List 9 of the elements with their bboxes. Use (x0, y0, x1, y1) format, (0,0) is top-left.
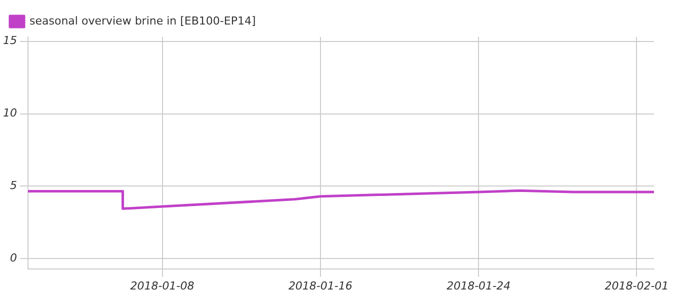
y-tick-label: 10 (2, 106, 17, 120)
y-tick-label: 15 (2, 34, 17, 48)
x-tick-label: 2018-01-24 (446, 279, 511, 292)
x-tick-label: 2018-02-01 (604, 279, 669, 292)
x-tick-label: 2018-01-08 (130, 279, 194, 292)
y-tick-label: 0 (10, 252, 17, 265)
legend-label: seasonal overview brine in [EB100-EP14] (30, 14, 256, 28)
y-tick-label: 5 (10, 179, 17, 192)
x-tick-label: 2018-01-16 (288, 279, 352, 292)
